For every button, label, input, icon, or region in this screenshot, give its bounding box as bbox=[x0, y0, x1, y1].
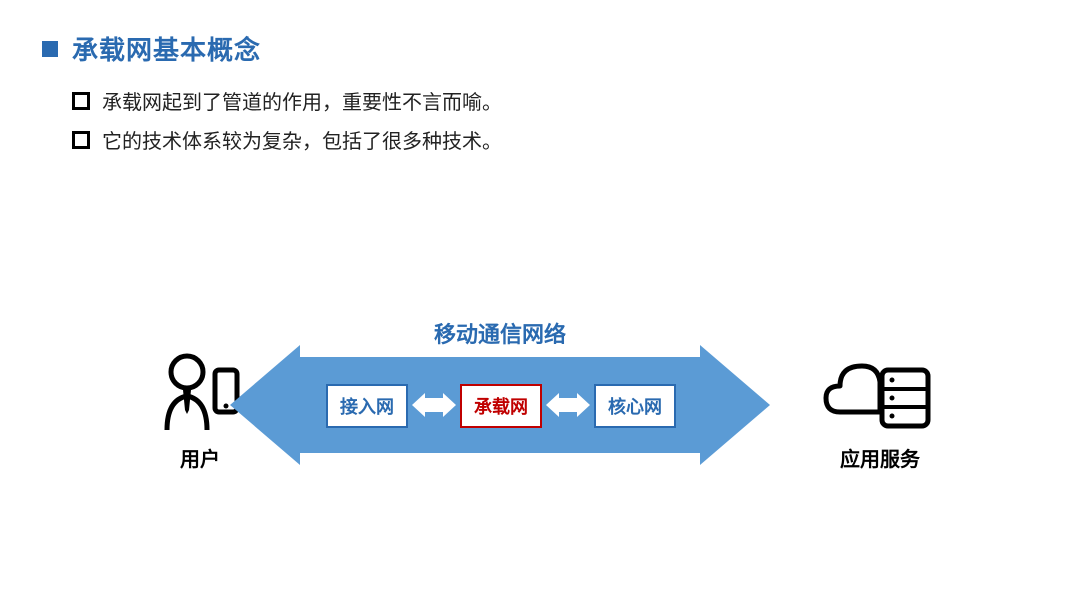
title-bullet-icon bbox=[42, 41, 58, 57]
node-core: 核心网 bbox=[594, 384, 676, 428]
bullet-text: 它的技术体系较为复杂，包括了很多种技术。 bbox=[102, 125, 502, 154]
square-bullet-icon bbox=[72, 92, 90, 110]
bullet-text: 承载网起到了管道的作用，重要性不言而喻。 bbox=[102, 86, 502, 115]
service-endpoint: 应用服务 bbox=[810, 352, 950, 472]
double-arrow-icon bbox=[412, 393, 456, 417]
list-item: 承载网起到了管道的作用，重要性不言而喻。 bbox=[72, 86, 502, 115]
node-bearer: 承载网 bbox=[460, 384, 542, 428]
arrow-right-head-icon bbox=[700, 345, 770, 465]
network-title: 移动通信网络 bbox=[230, 317, 770, 349]
double-arrow-icon bbox=[546, 393, 590, 417]
arrow-left-head-icon bbox=[230, 345, 300, 465]
service-label: 应用服务 bbox=[810, 443, 950, 472]
mobile-network-arrow: 移动通信网络 接入网 承载网 核心网 bbox=[230, 345, 770, 465]
title-row: 承载网基本概念 bbox=[42, 30, 261, 67]
slide-title: 承载网基本概念 bbox=[72, 30, 261, 67]
bullet-list: 承载网起到了管道的作用，重要性不言而喻。 它的技术体系较为复杂，包括了很多种技术… bbox=[72, 86, 502, 164]
node-access: 接入网 bbox=[326, 384, 408, 428]
network-diagram: 用户 移动通信网络 接入网 承载网 核心网 bbox=[0, 300, 1080, 510]
cloud-server-icon bbox=[820, 352, 940, 434]
square-bullet-icon bbox=[72, 131, 90, 149]
slide: 承载网基本概念 承载网起到了管道的作用，重要性不言而喻。 它的技术体系较为复杂，… bbox=[0, 0, 1080, 608]
list-item: 它的技术体系较为复杂，包括了很多种技术。 bbox=[72, 125, 502, 154]
